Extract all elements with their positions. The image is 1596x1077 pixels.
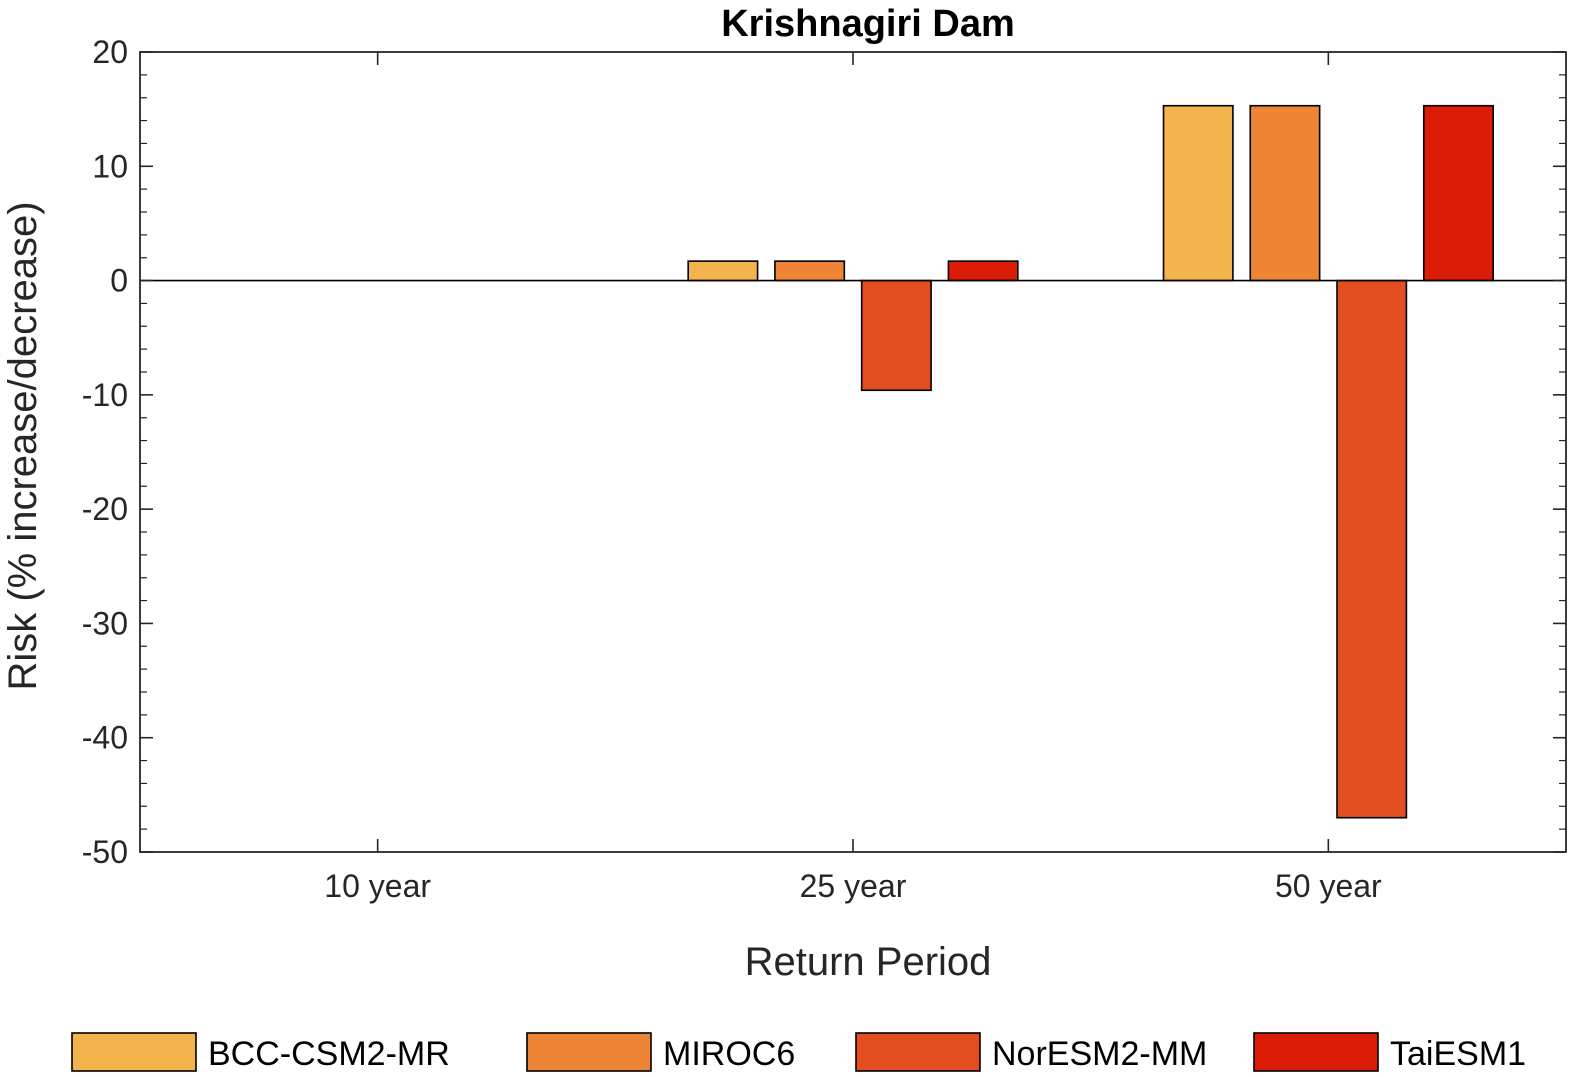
bar [860,279,932,392]
y-tick-label: -10 [82,377,128,413]
x-tick-label: 10 year [324,868,431,904]
x-tick-label: 50 year [1275,868,1382,904]
x-axis-label: Return Period [745,940,992,984]
x-tick-label: 25 year [800,868,907,904]
y-tick-label: -20 [82,491,128,527]
legend-label: MIROC6 [663,1035,795,1073]
bar [1249,104,1321,282]
bar [1422,104,1494,282]
chart-title: Krishnagiri Dam [721,3,1015,45]
legend-swatch [526,1032,652,1072]
bar [1336,279,1408,819]
y-tick-label: 0 [110,263,128,299]
y-tick-label: 20 [92,34,128,70]
y-axis-label: Risk (% increase/decrease) [1,201,45,690]
legend-label: TaiESM1 [1390,1035,1526,1073]
legend-label: NorESM2-MM [992,1035,1207,1073]
bar [687,260,759,282]
legend-swatch [855,1032,981,1072]
y-tick-label: -30 [82,605,128,641]
y-tick-label: 10 [92,148,128,184]
legend-label: BCC-CSM2-MR [208,1035,450,1073]
y-tick-label: -40 [82,720,128,756]
legend-swatch [71,1032,197,1072]
plot-area: 20 10 0 -10 -20 -30 -40 -50 10 year 25 year 50 yea… [82,34,1567,904]
legend-swatch [1253,1032,1379,1072]
bar [774,260,846,282]
bar [947,260,1019,282]
y-tick-label: -50 [82,834,128,870]
legend: BCC-CSM2-MR MIROC6 NorESM2-MM TaiESM1 [71,1032,1526,1073]
bar [1162,104,1234,282]
